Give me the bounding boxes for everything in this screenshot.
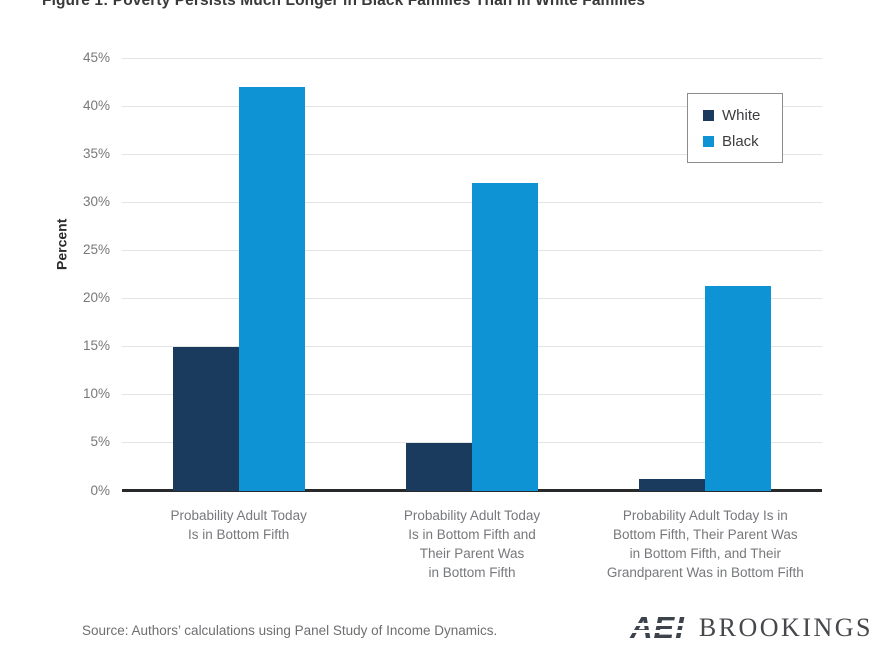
bar-white-group3	[639, 479, 706, 491]
y-tick-10: 10%	[82, 386, 110, 402]
bar-white-group2	[406, 442, 472, 491]
brookings-logo: BROOKINGS	[698, 612, 873, 642]
category-label-2: Probability Adult Today Is in Bottom Fif…	[403, 508, 541, 581]
gridline-40	[122, 105, 822, 107]
y-tick-25: 25%	[82, 241, 110, 257]
legend-swatch-black	[703, 135, 714, 147]
legend-item-white: White	[703, 107, 782, 124]
category-label-3: Probability Adult Today Is in Bottom Fif…	[606, 508, 804, 581]
legend-item-black: Black	[703, 133, 782, 150]
aei-brookings-logo: AEI BROOKINGS	[627, 612, 873, 643]
bar-white-group1	[172, 346, 239, 491]
plot-area: 0% 5% 10% 15% 20% 25% 30% 35% 40% 45%	[83, 50, 822, 497]
gridline-35	[122, 153, 822, 155]
y-tick-0: 0%	[90, 482, 110, 498]
bar-black-group2	[472, 183, 538, 491]
y-tick-15: 15%	[82, 338, 110, 354]
legend-label-white: White	[722, 106, 761, 124]
bar-black-group1	[238, 86, 305, 491]
y-tick-20: 20%	[82, 290, 110, 306]
y-tick-5: 5%	[90, 434, 110, 450]
legend-swatch-white	[703, 109, 714, 121]
y-tick-40: 40%	[82, 97, 110, 113]
bar-black-group3	[705, 286, 772, 491]
gridline-45	[122, 57, 822, 59]
y-tick-35: 35%	[82, 145, 110, 161]
source-note: Source: Authors’ calculations using Pane…	[82, 623, 498, 638]
y-tick-45: 45%	[82, 49, 110, 65]
y-tick-30: 30%	[82, 193, 110, 209]
legend-box: White Black	[687, 93, 783, 163]
legend-label-black: Black	[722, 132, 759, 150]
aei-logo: AEI	[627, 612, 688, 643]
chart-title: Figure 1: Poverty Persists Much Longer i…	[42, 0, 646, 9]
category-label-1: Probability Adult Today Is in Bottom Fif…	[170, 508, 307, 543]
